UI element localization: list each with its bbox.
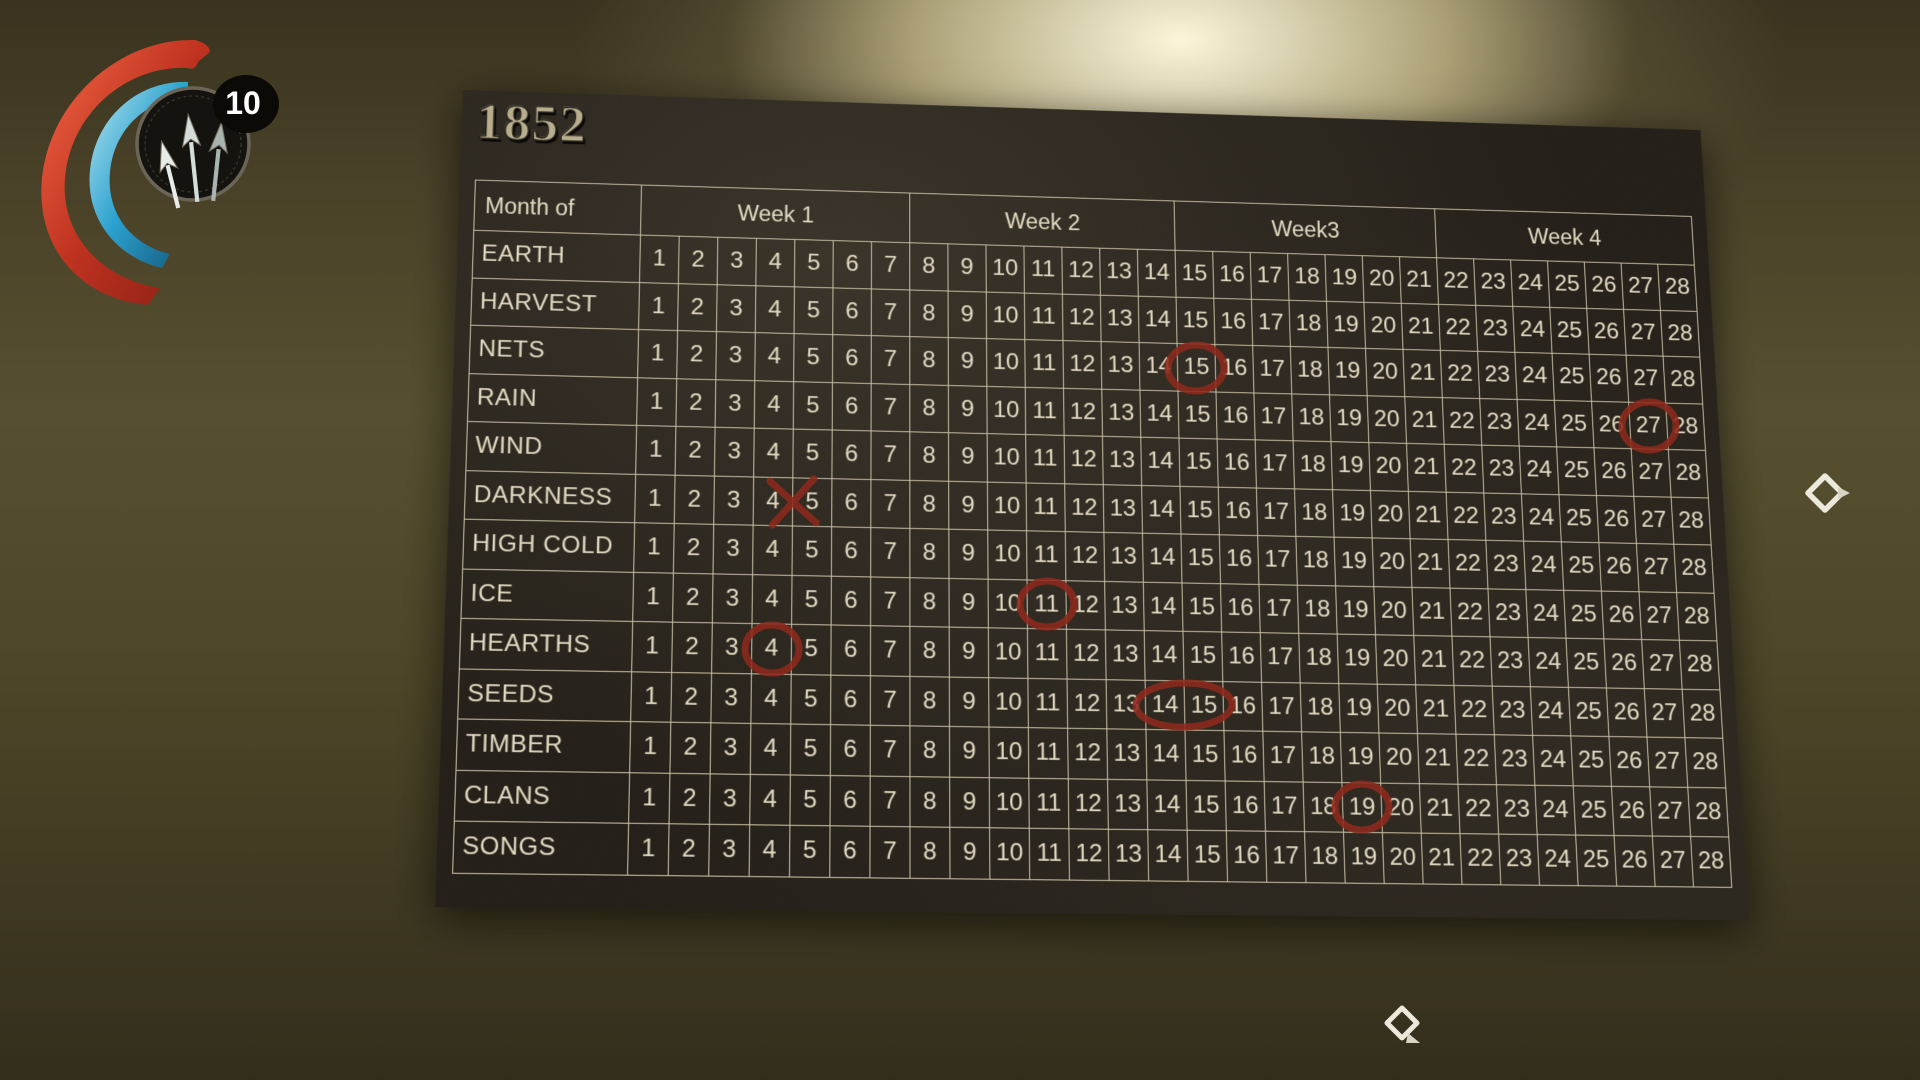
svg-text:10: 10 [225,85,261,121]
